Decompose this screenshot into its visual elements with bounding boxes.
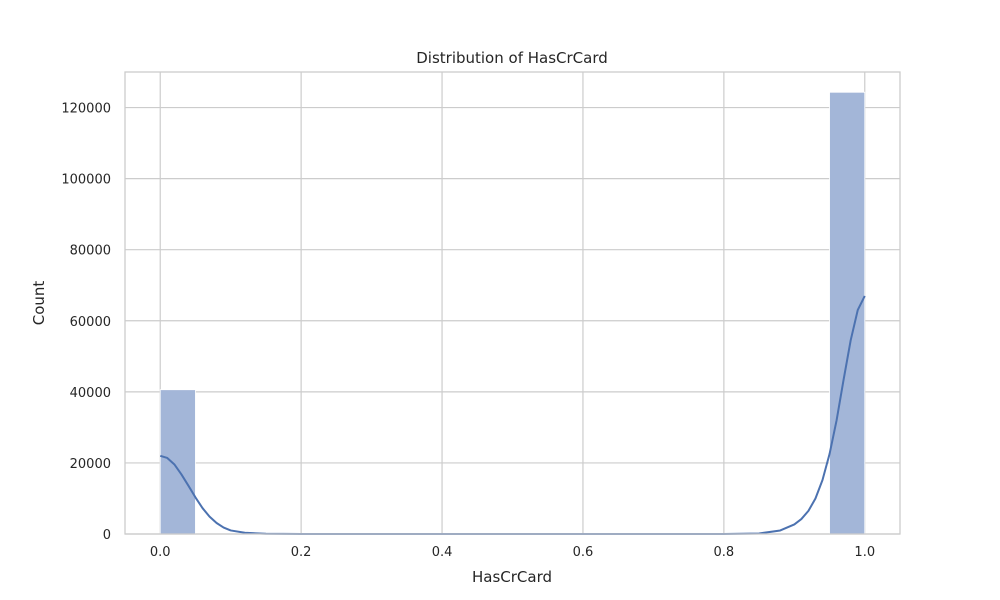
y-tick-label: 100000 <box>61 173 111 188</box>
y-tick-label: 60000 <box>70 315 111 330</box>
y-tick-label: 40000 <box>70 386 111 401</box>
x-tick-label: 0.2 <box>291 545 312 560</box>
x-tick-label: 0.6 <box>573 545 594 560</box>
plot-frame <box>124 71 901 535</box>
histogram-bar <box>159 389 196 535</box>
chart-title: Distribution of HasCrCard <box>416 49 608 67</box>
kde-curve-group <box>159 295 866 535</box>
x-tick-label: 1.0 <box>854 545 875 560</box>
y-tick-label: 20000 <box>70 457 111 472</box>
y-axis-ticks: 0 20000 40000 60000 80000 100000 120000 <box>61 102 111 543</box>
x-axis-ticks: 0.0 0.2 0.4 0.6 0.8 1.0 <box>150 545 875 560</box>
histogram-bar <box>829 91 866 535</box>
x-tick-label: 0.0 <box>150 545 171 560</box>
grid-lines <box>125 72 900 535</box>
kde-line <box>159 295 866 535</box>
x-tick-label: 0.4 <box>432 545 453 560</box>
y-tick-label: 120000 <box>61 102 111 117</box>
y-tick-label: 80000 <box>70 244 111 259</box>
x-axis-label: HasCrCard <box>472 568 552 586</box>
x-tick-label: 0.8 <box>714 545 735 560</box>
y-tick-label: 0 <box>103 528 111 543</box>
histogram-bars <box>159 91 866 535</box>
y-axis-label: Count <box>30 281 48 326</box>
